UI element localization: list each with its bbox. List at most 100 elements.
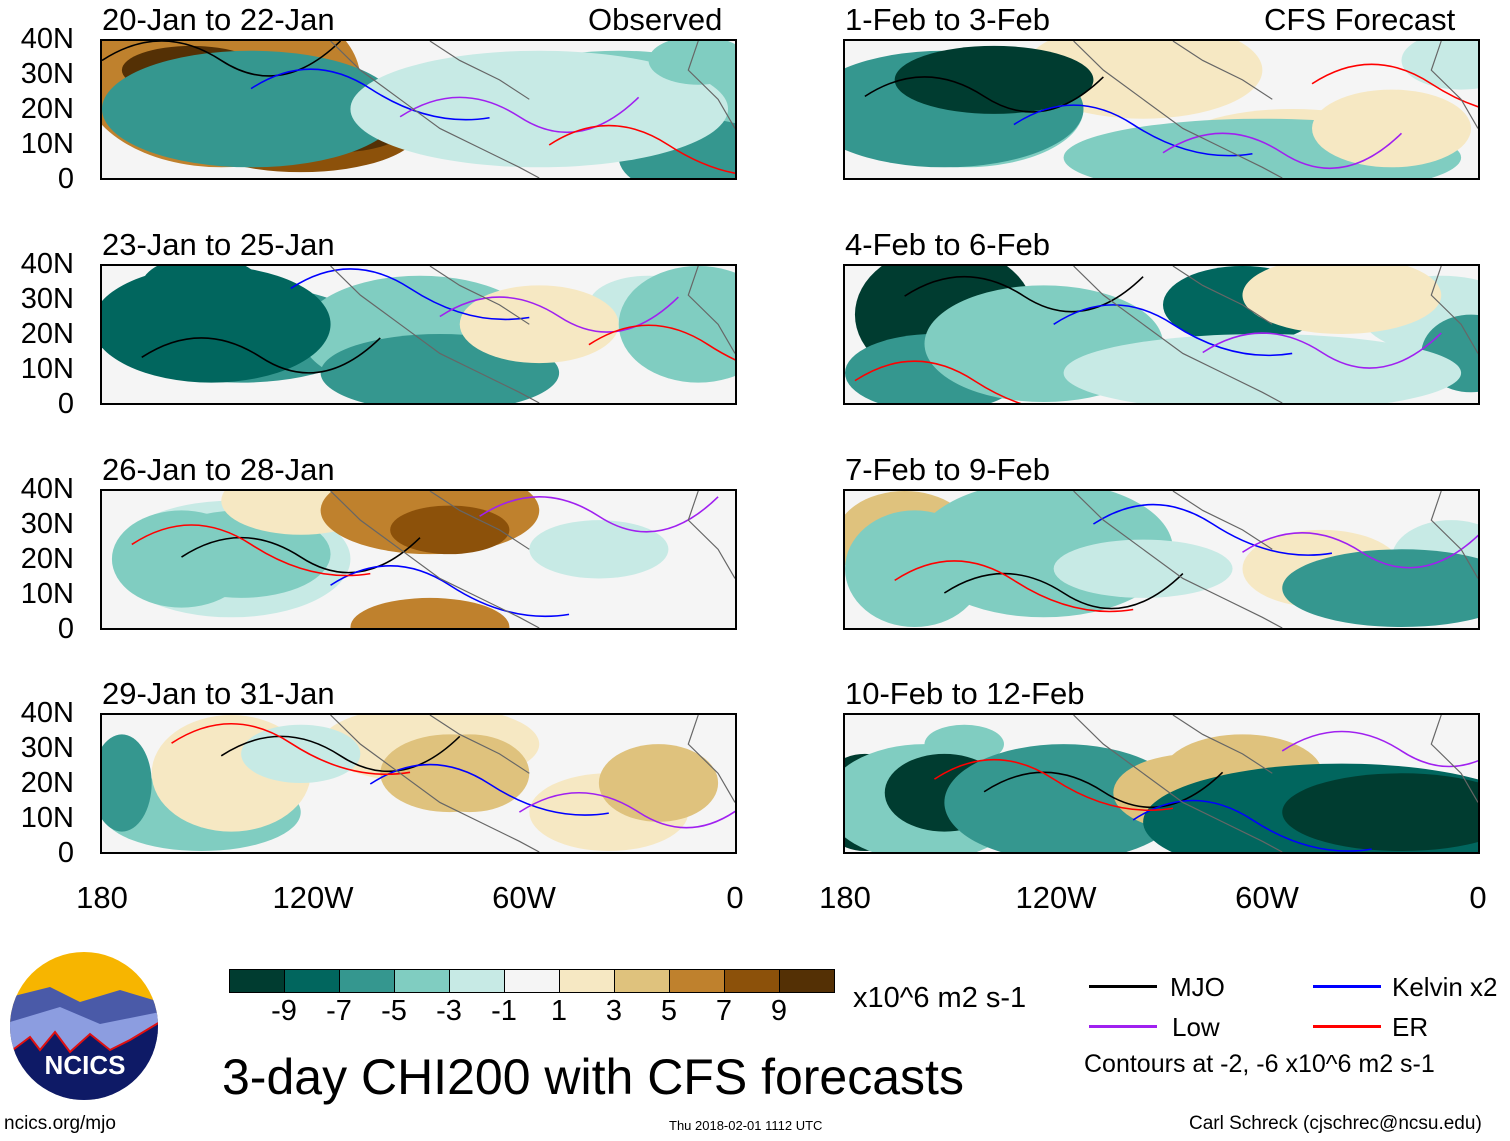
anomaly-shading xyxy=(894,45,1094,114)
contour-line xyxy=(904,275,1144,313)
contour-line xyxy=(1311,63,1478,108)
contour-line xyxy=(102,41,342,77)
coastline xyxy=(1073,715,1478,852)
contour-line xyxy=(518,791,735,829)
panel-title: 7-Feb to 9-Feb xyxy=(845,452,1051,487)
legend-mjo-label: MJO xyxy=(1170,972,1225,1002)
map-panel xyxy=(843,713,1480,854)
map-panel xyxy=(100,264,737,405)
anomaly-shading xyxy=(390,505,510,555)
anomaly-shading xyxy=(111,510,252,608)
panel-title: 4-Feb to 6-Feb xyxy=(845,227,1051,262)
lat-label: 10N xyxy=(20,353,74,385)
colorbar-label: -7 xyxy=(326,995,352,1027)
coastline xyxy=(330,266,735,403)
contour-line xyxy=(369,763,609,816)
colorbar-swatch xyxy=(340,970,395,992)
footer-timestamp: Thu 2018-02-01 1112 UTC xyxy=(669,1118,823,1133)
anomaly-shading xyxy=(1053,539,1233,598)
contour-line xyxy=(399,96,640,134)
lon-label: 120W xyxy=(272,880,354,915)
lat-label: 20N xyxy=(20,318,74,350)
lat-label: 30N xyxy=(20,508,74,540)
anomaly-shading xyxy=(618,266,735,383)
contour-line xyxy=(290,268,530,321)
contour-line xyxy=(479,496,719,533)
contour-line xyxy=(894,560,1134,613)
contour-line xyxy=(943,572,1184,610)
anomaly-shading xyxy=(529,520,669,579)
contour-line xyxy=(983,771,1224,809)
lat-label: 0 xyxy=(57,613,74,645)
lat-label: 0 xyxy=(57,388,74,420)
anomaly-shading xyxy=(1282,549,1478,628)
lat-label: 30N xyxy=(20,58,74,90)
panel-title: 1-Feb to 3-Feb xyxy=(845,2,1051,37)
colorbar-swatch xyxy=(615,970,670,992)
ncics-logo: NCICS xyxy=(10,952,158,1100)
map-panel xyxy=(843,39,1480,180)
panel-title: 23-Jan to 25-Jan xyxy=(102,227,335,262)
map-panel xyxy=(100,489,737,630)
lat-label: 10N xyxy=(20,802,74,834)
figure-title: 3-day CHI200 with CFS forecasts xyxy=(222,1049,964,1105)
contour-line xyxy=(1013,104,1253,157)
colorbar-swatch xyxy=(725,970,780,992)
anomaly-shading xyxy=(102,266,331,383)
anomaly-shading xyxy=(1282,773,1478,852)
contour-line xyxy=(181,536,421,574)
contour-line xyxy=(854,360,1022,403)
contour-line xyxy=(1242,532,1478,569)
colorbar-label: 3 xyxy=(605,995,623,1027)
anomaly-shading xyxy=(1063,334,1462,403)
legend-kelvin-line xyxy=(1313,985,1381,988)
contour-note: Contours at -2, -6 x10^6 m2 s-1 xyxy=(1084,1050,1435,1078)
colorbar-label: 1 xyxy=(550,995,568,1027)
colorbar-label: -3 xyxy=(436,995,462,1027)
colorbar-swatch xyxy=(230,970,285,992)
colorbar-units: x10^6 m2 s-1 xyxy=(853,982,1027,1014)
contour-line xyxy=(864,76,1104,113)
panel-title: 29-Jan to 31-Jan xyxy=(102,676,335,711)
lat-label: 0 xyxy=(57,837,74,869)
anomaly-shading xyxy=(350,50,729,168)
logo-text: NCICS xyxy=(45,1050,126,1080)
lat-label: 10N xyxy=(20,128,74,160)
forecast-label: CFS Forecast xyxy=(1264,2,1456,37)
contour-line xyxy=(131,524,371,577)
anomaly-shading xyxy=(1312,89,1472,168)
footer-author: Carl Schreck (cjschrec@ncsu.edu) xyxy=(1189,1113,1482,1134)
coastline xyxy=(1073,491,1478,628)
colorbar-swatch xyxy=(560,970,615,992)
legend-kelvin-label: Kelvin x2 xyxy=(1392,972,1498,1002)
colorbar-swatch xyxy=(285,970,340,992)
anomaly-shading xyxy=(102,50,401,168)
lon-label: 0 xyxy=(1469,880,1487,915)
legend-er-line xyxy=(1313,1025,1381,1028)
contour-line xyxy=(250,68,490,121)
legend-low-label: Low xyxy=(1172,1012,1220,1042)
lat-label: 40N xyxy=(20,248,74,280)
lon-label: 0 xyxy=(726,880,744,915)
lat-label: 20N xyxy=(20,543,74,575)
lat-label: 20N xyxy=(20,93,74,125)
coastline xyxy=(330,715,735,852)
colorbar-label: 5 xyxy=(660,995,678,1027)
contour-line xyxy=(933,758,1174,811)
footer-url[interactable]: ncics.org/mjo xyxy=(4,1113,116,1134)
coastline xyxy=(330,491,735,628)
lat-label: 40N xyxy=(20,473,74,505)
anomaly-shading xyxy=(648,41,735,85)
lon-label: 60W xyxy=(492,880,556,915)
coastline xyxy=(330,41,735,178)
map-panel xyxy=(100,39,737,180)
legend-mjo-line xyxy=(1089,985,1157,988)
panel-title: 26-Jan to 28-Jan xyxy=(102,452,335,487)
anomaly-shading xyxy=(102,734,152,832)
contour-line xyxy=(588,324,735,361)
lat-label: 30N xyxy=(20,283,74,315)
colorbar-label: -5 xyxy=(381,995,407,1027)
contour-line xyxy=(171,722,411,775)
colorbar-swatch xyxy=(780,970,834,992)
